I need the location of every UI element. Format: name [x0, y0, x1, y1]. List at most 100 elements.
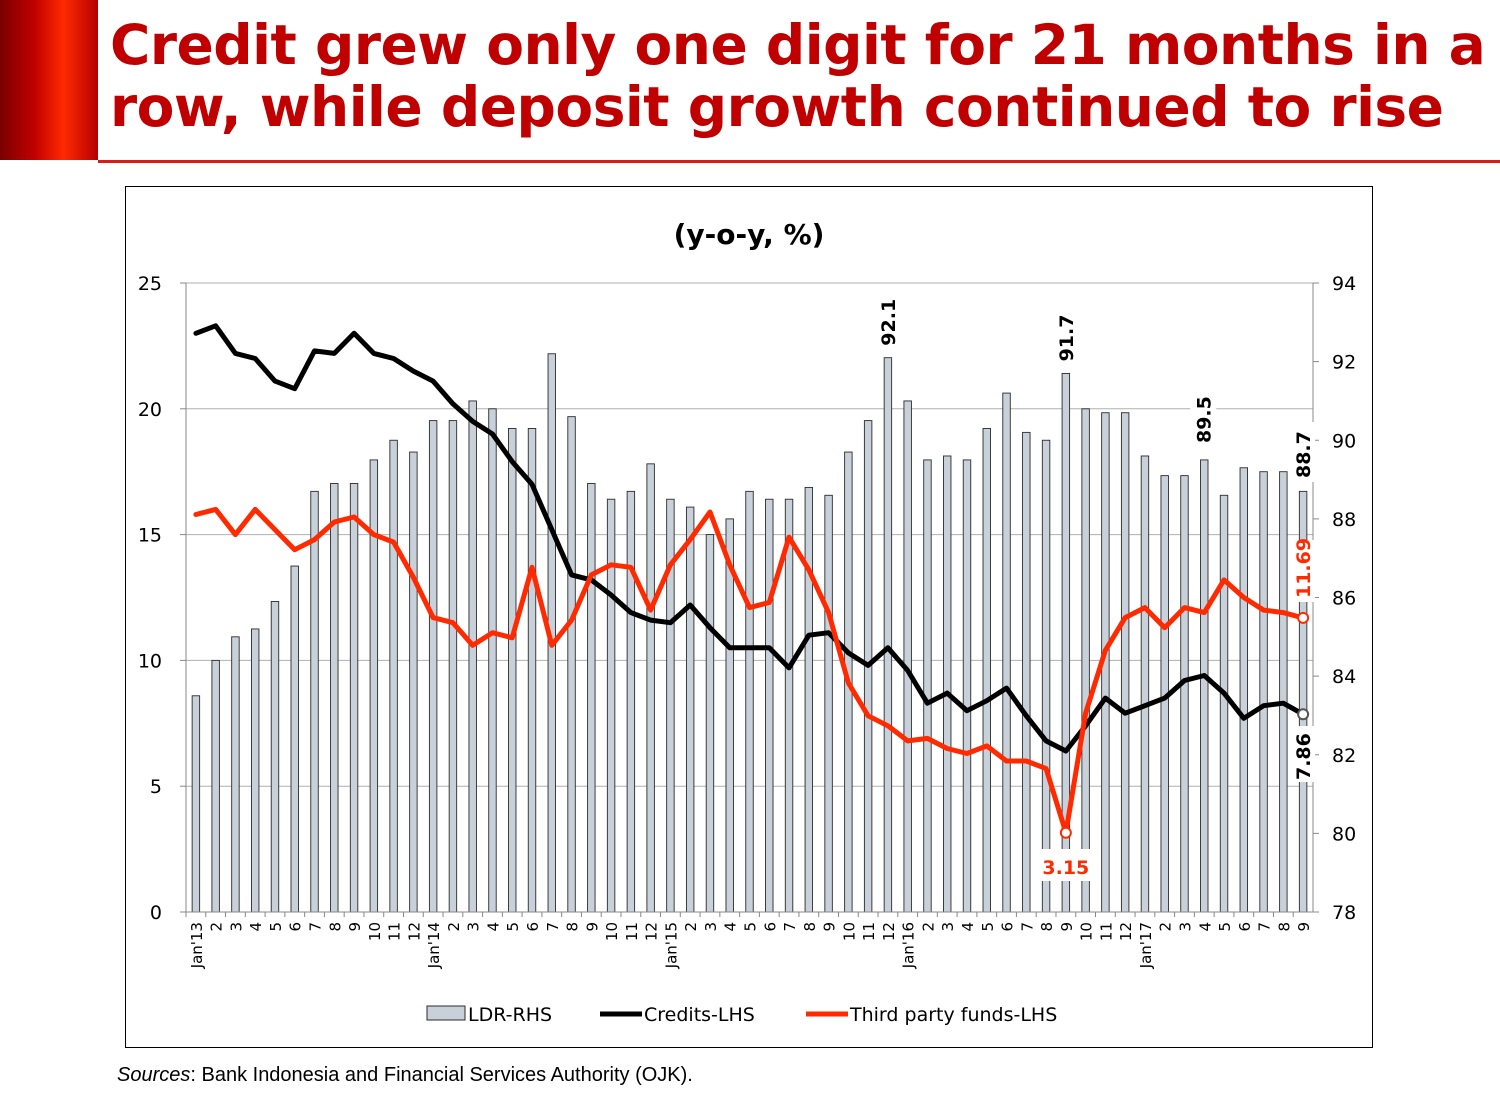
sources-note: Sources: Bank Indonesia and Financial Se…	[117, 1064, 693, 1087]
ldr-bar	[270, 600, 280, 913]
y-left-tick-label: 0	[150, 902, 162, 924]
ldr-bar	[982, 428, 991, 913]
ldr-bar	[646, 463, 655, 913]
ldr-bar	[1081, 408, 1090, 913]
ldr-bar	[943, 455, 952, 913]
sources-label: Sources	[117, 1064, 191, 1086]
ldr-bar	[784, 498, 794, 913]
x-tick-label: 2	[919, 922, 937, 932]
ldr-bar	[745, 490, 754, 913]
y-right-tick-label: 94	[1332, 273, 1356, 295]
ldr-bar	[290, 565, 299, 913]
ldr-bar	[349, 483, 359, 913]
ldr-label-89-5-bg	[1190, 393, 1217, 445]
x-tick-label: 5	[267, 922, 285, 932]
x-tick-label: 6	[1236, 922, 1254, 932]
x-tick-label: 6	[287, 922, 305, 932]
ldr-bar	[389, 439, 398, 913]
x-tick-label: 12	[1117, 922, 1135, 941]
x-tick-label: 6	[524, 922, 542, 932]
series-lines	[193, 323, 1310, 839]
x-tick-label: 3	[227, 922, 245, 932]
x-tick-label: 9	[1295, 922, 1313, 932]
y-left-tick-label: 20	[138, 399, 162, 421]
y-right-tick-label: 78	[1332, 902, 1356, 924]
x-tick-label: 4	[959, 922, 977, 932]
x-tick-label: 7	[1018, 922, 1036, 932]
ldr-bar	[428, 420, 438, 913]
x-tick-label: 10	[840, 922, 858, 941]
ldr-bar	[191, 695, 201, 913]
x-tick-label: 3	[1176, 922, 1194, 932]
x-tick-label: 10	[366, 922, 384, 941]
ldr-bar	[567, 416, 576, 913]
ldr-bar	[468, 400, 477, 913]
ldr-bars	[191, 353, 1308, 913]
tpf-min-marker	[1059, 826, 1072, 839]
y-right-tick-label: 88	[1332, 509, 1356, 531]
ldr-label-91-7: 91.7	[1056, 315, 1078, 362]
ldr-bar	[705, 534, 715, 913]
x-tick-label: 12	[643, 922, 661, 941]
x-tick-label: 2	[1157, 922, 1175, 932]
x-tick-label: 10	[1078, 922, 1096, 941]
ldr-bar	[804, 486, 814, 913]
ldr-bar	[310, 490, 319, 913]
ldr-bar	[211, 659, 220, 913]
ldr-bar	[1180, 475, 1189, 913]
title-divider	[98, 160, 1500, 163]
data-labels: 92.1 91.7 89.5 88.7 11.69 7.86 3.15	[878, 299, 1316, 881]
x-tick-label: Jan'14	[425, 922, 443, 969]
legend-swatch-ldr	[426, 1005, 466, 1021]
ldr-bar	[923, 459, 932, 913]
ldr-bar	[824, 494, 833, 913]
x-tick-label: 9	[821, 922, 839, 932]
x-tick-label: 8	[1275, 922, 1293, 932]
credits-line	[193, 323, 1306, 754]
y-right-tick-label: 82	[1332, 745, 1356, 767]
y-right-tick-label: 86	[1332, 588, 1356, 610]
sources-text: : Bank Indonesia and Financial Services …	[190, 1064, 693, 1086]
x-tick-label: 9	[346, 922, 364, 932]
y-left-tick-label: 25	[138, 273, 162, 295]
x-tick-label: 5	[742, 922, 760, 932]
x-tick-label: Jan'15	[662, 922, 680, 969]
y-right-tick-label: 80	[1332, 823, 1356, 845]
ldr-bar	[606, 498, 616, 913]
x-tick-label: 5	[1216, 922, 1234, 932]
y-left-tick-label: 15	[138, 525, 162, 547]
ldr-bar	[527, 428, 537, 913]
chart-frame	[125, 186, 1373, 1048]
credits-last-marker	[1297, 708, 1310, 721]
x-tick-label: 12	[880, 922, 898, 941]
x-tick-label: 6	[761, 922, 779, 932]
x-tick-label: 7	[781, 922, 799, 932]
tpf-label-11-69: 11.69	[1293, 538, 1315, 598]
ldr-bar	[685, 506, 695, 913]
ldr-bar	[488, 408, 497, 913]
x-tick-label: 4	[722, 922, 740, 932]
y-right-tick-label: 84	[1332, 666, 1356, 688]
ldr-bar	[1120, 412, 1130, 913]
ldr-bar	[1200, 459, 1209, 913]
tpf-label-11-69-bg	[1289, 540, 1316, 602]
ldr-label-88-7: 88.7	[1293, 431, 1315, 478]
x-tick-label: 4	[1196, 922, 1214, 932]
ldr-bar	[626, 490, 636, 913]
x-tick-label: 5	[504, 922, 522, 932]
y-left-tick-label: 10	[138, 650, 162, 672]
ldr-bar	[725, 518, 734, 913]
x-tick-label: Jan'13	[188, 922, 206, 969]
x-tick-label: 8	[564, 922, 582, 932]
x-tick-label: 5	[979, 922, 997, 932]
ldr-bar	[1239, 467, 1248, 913]
ldr-bar	[1041, 439, 1051, 913]
legend-label-tpf: Third party funds-LHS	[849, 1004, 1057, 1026]
ldr-bar	[231, 636, 240, 913]
x-tick-label: 11	[623, 922, 641, 941]
ldr-bar	[409, 451, 418, 913]
ldr-bar	[1219, 494, 1229, 913]
x-tick-label: 3	[939, 922, 957, 932]
ldr-bar	[765, 498, 774, 913]
legend-label-ldr: LDR-RHS	[468, 1004, 552, 1026]
